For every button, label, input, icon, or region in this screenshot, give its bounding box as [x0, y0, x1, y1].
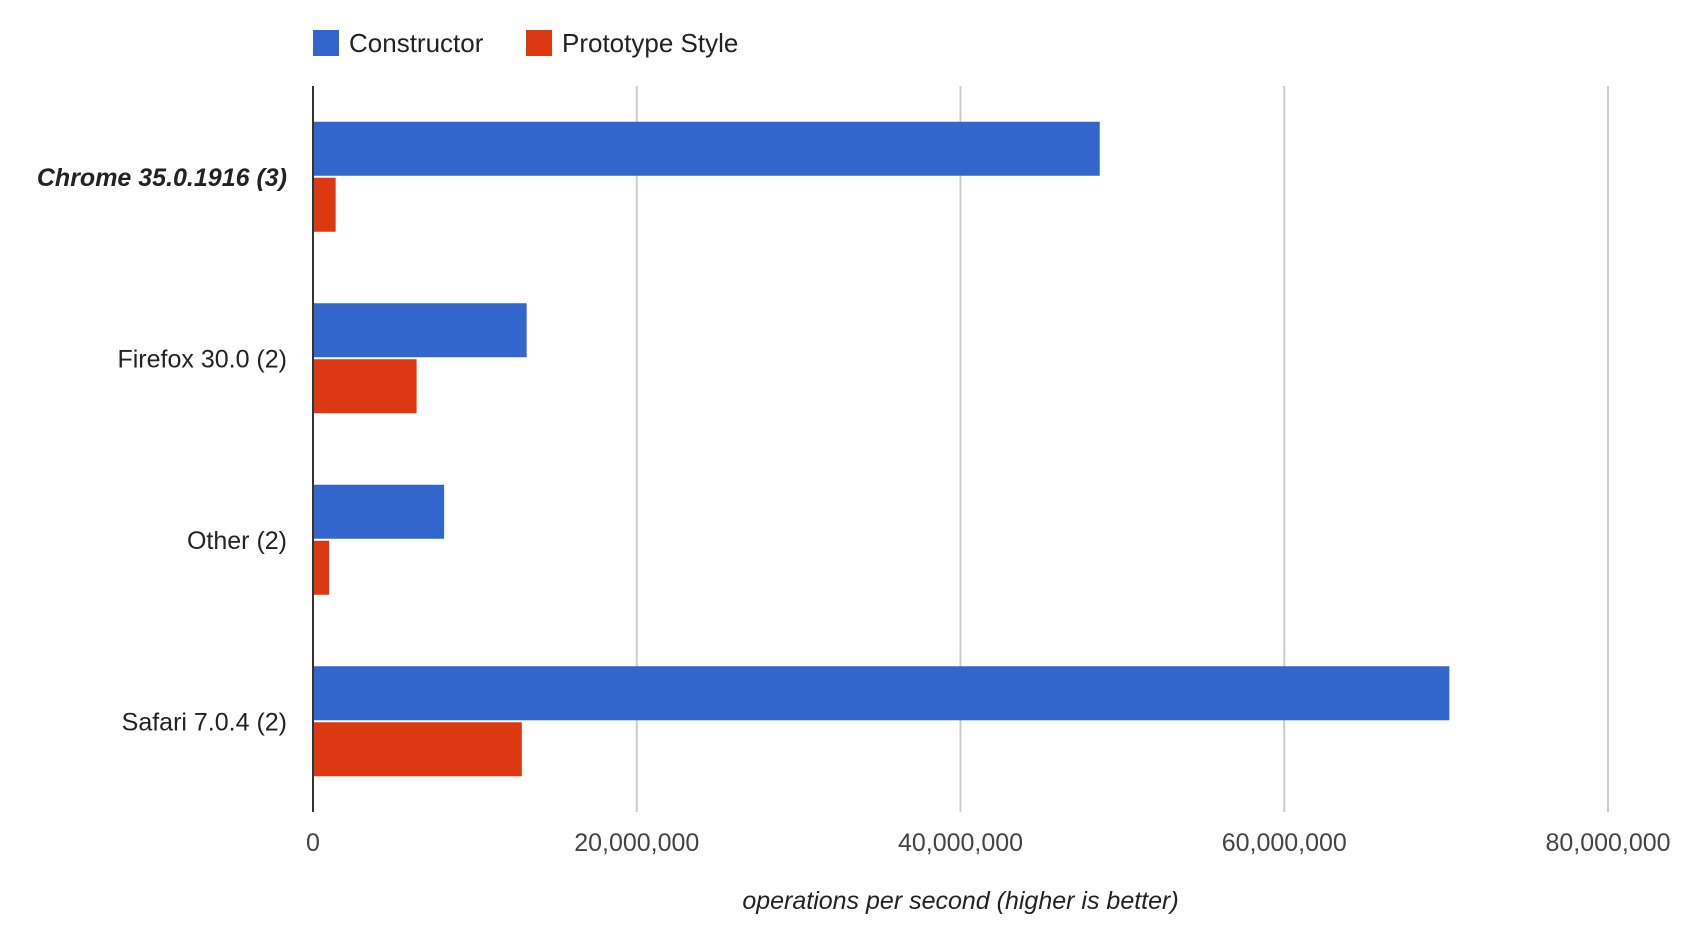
bar-constructor-firefox-30-0-2 [313, 303, 527, 358]
legend-swatch-prototype-style [526, 30, 552, 56]
x-tick-label-0: 0 [306, 829, 320, 857]
x-tick-label-3: 60,000,000 [1222, 829, 1347, 857]
category-label-other-2: Other (2) [187, 527, 287, 555]
category-label-safari-7-0-4-2: Safari 7.0.4 (2) [122, 708, 287, 736]
legend-label-constructor: Constructor [349, 28, 484, 58]
bar-prototype-style-chrome-35-0-1916-3 [313, 177, 336, 232]
bar-prototype-style-safari-7-0-4-2 [313, 722, 522, 777]
bar-prototype-style-other-2 [313, 540, 330, 595]
x-axis-title: operations per second (higher is better) [742, 887, 1178, 915]
bar-constructor-safari-7-0-4-2 [313, 666, 1450, 721]
x-tick-labels: 0 20,000,000 40,000,000 60,000,000 80,000,00… [306, 829, 1671, 857]
bar-constructor-other-2 [313, 484, 445, 539]
chart-legend: Constructor Prototype Style [313, 28, 738, 58]
category-labels: Chrome 35.0.1916 (3) Firefox 30.0 (2) Othe… [37, 164, 287, 737]
bar-series-group [313, 121, 1450, 777]
bar-constructor-chrome-35-0-1916-3 [313, 121, 1100, 176]
category-label-firefox-30-0-2: Firefox 30.0 (2) [117, 345, 287, 373]
x-tick-label-4: 80,000,000 [1545, 829, 1670, 857]
x-tick-label-2: 40,000,000 [898, 829, 1023, 857]
legend-label-prototype-style: Prototype Style [562, 28, 738, 58]
category-label-chrome-35-0-1916-3: Chrome 35.0.1916 (3) [37, 164, 287, 192]
x-tick-label-1: 20,000,000 [574, 829, 699, 857]
bar-prototype-style-firefox-30-0-2 [313, 359, 417, 414]
legend-swatch-constructor [313, 30, 339, 56]
